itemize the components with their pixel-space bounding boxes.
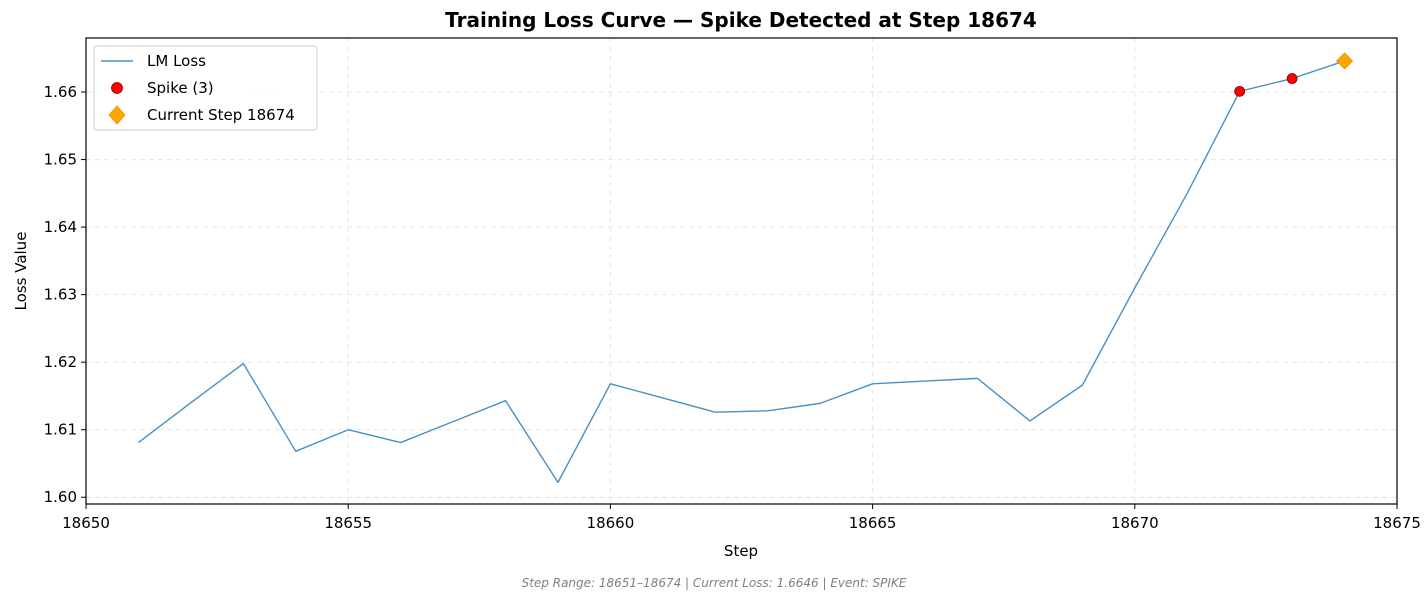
- legend-label-current-step: Current Step 18674: [147, 106, 295, 124]
- legend: LM Loss Spike (3) Current Step 18674: [93, 45, 318, 131]
- spike-point: [1234, 85, 1246, 97]
- y-axis-ticks: 1.60 1.61 1.62 1.63 1.64 1.65 1.66: [44, 83, 86, 506]
- y-tick-label: 1.65: [44, 151, 77, 169]
- legend-current-step-marker: [108, 105, 126, 125]
- legend-label-lm-loss: LM Loss: [147, 52, 206, 70]
- y-axis-label: Loss Value: [12, 232, 30, 311]
- x-tick-label: 18665: [849, 514, 897, 532]
- spike-point: [1286, 73, 1298, 84]
- y-tick-label: 1.66: [44, 83, 77, 101]
- footnote: Step Range: 18651–18674 | Current Loss: …: [522, 576, 907, 590]
- legend-spike-marker: [111, 82, 123, 94]
- x-tick-label: 18655: [324, 514, 372, 532]
- plot-frame: [85, 37, 1398, 505]
- series-line-lm-loss: [138, 60, 1345, 484]
- x-tick-label: 18675: [1373, 514, 1421, 532]
- y-tick-label: 1.63: [44, 286, 77, 304]
- y-tick-label: 1.64: [44, 218, 77, 236]
- x-axis-ticks: 18650 18655 18660 18665 18670 18675: [62, 504, 1421, 532]
- legend-box: [93, 45, 318, 131]
- current-step-point: [1335, 52, 1354, 70]
- x-tick-label: 18650: [62, 514, 110, 532]
- y-tick-label: 1.60: [44, 488, 77, 506]
- chart-title: Training Loss Curve — Spike Detected at …: [445, 8, 1037, 32]
- plot-series: [138, 52, 1354, 484]
- legend-label-spike: Spike (3): [147, 79, 214, 97]
- x-tick-label: 18660: [587, 514, 635, 532]
- x-tick-label: 18670: [1111, 514, 1159, 532]
- x-axis-label: Step: [724, 542, 758, 560]
- y-tick-label: 1.61: [44, 421, 77, 439]
- y-tick-label: 1.62: [44, 353, 77, 371]
